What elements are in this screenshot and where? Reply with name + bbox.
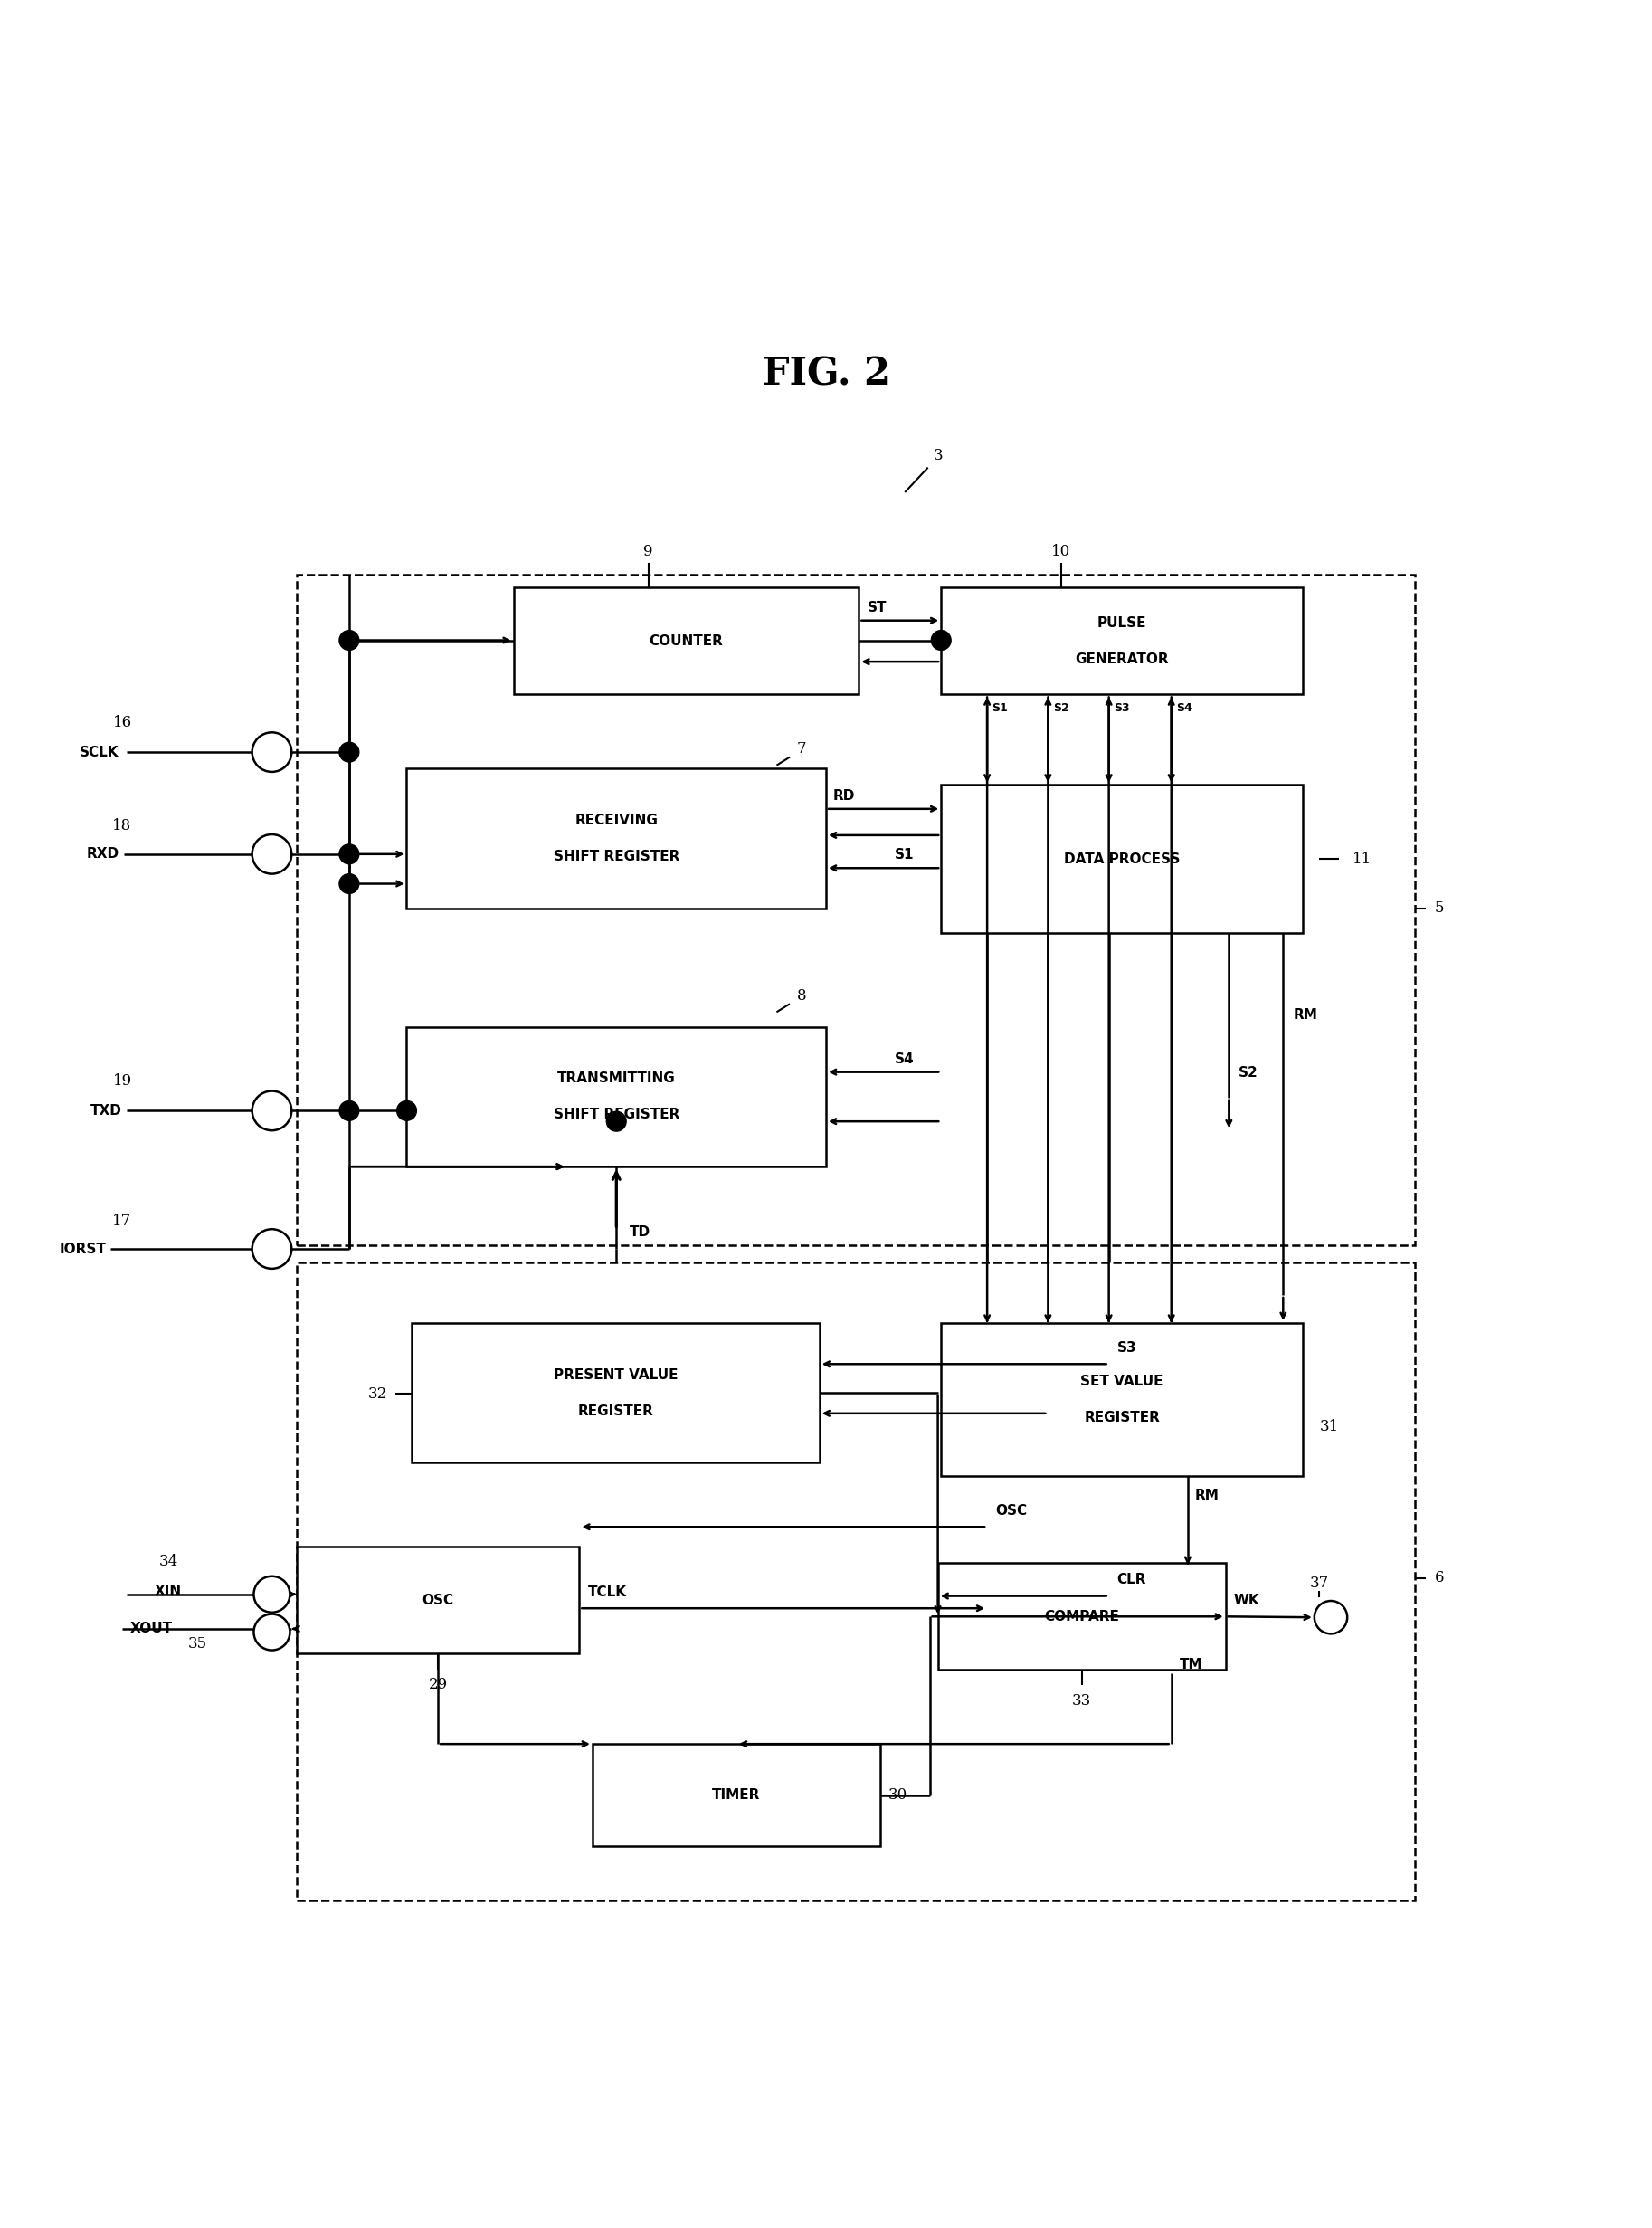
Text: COMPARE: COMPARE bbox=[1044, 1611, 1118, 1624]
Circle shape bbox=[339, 1101, 358, 1121]
Text: TRANSMITTING: TRANSMITTING bbox=[557, 1072, 676, 1085]
Text: 16: 16 bbox=[112, 715, 132, 731]
Text: 17: 17 bbox=[112, 1214, 132, 1228]
Circle shape bbox=[606, 1112, 626, 1132]
Bar bbox=[411, 1323, 819, 1464]
Text: PULSE: PULSE bbox=[1097, 617, 1146, 631]
Text: TD: TD bbox=[629, 1225, 651, 1239]
Circle shape bbox=[253, 1230, 291, 1268]
Bar bbox=[942, 1323, 1303, 1475]
Text: 8: 8 bbox=[796, 987, 806, 1003]
Text: 32: 32 bbox=[368, 1386, 387, 1401]
Text: S2: S2 bbox=[1052, 702, 1069, 713]
Text: 19: 19 bbox=[112, 1074, 132, 1089]
Text: 9: 9 bbox=[644, 544, 653, 559]
Text: S1: S1 bbox=[895, 849, 915, 862]
Text: CLR: CLR bbox=[1117, 1573, 1146, 1586]
Circle shape bbox=[253, 1092, 291, 1130]
Text: WK: WK bbox=[1234, 1593, 1260, 1606]
Bar bbox=[406, 1027, 826, 1167]
Text: TXD: TXD bbox=[89, 1103, 122, 1118]
Text: RM: RM bbox=[1194, 1488, 1219, 1502]
Text: OSC: OSC bbox=[996, 1504, 1028, 1517]
Text: SHIFT REGISTER: SHIFT REGISTER bbox=[553, 849, 679, 864]
Circle shape bbox=[339, 873, 358, 893]
Text: OSC: OSC bbox=[421, 1593, 454, 1606]
Circle shape bbox=[339, 742, 358, 762]
Text: 11: 11 bbox=[1353, 851, 1371, 867]
Text: 10: 10 bbox=[1052, 544, 1070, 559]
Text: 30: 30 bbox=[889, 1787, 907, 1802]
Text: 29: 29 bbox=[428, 1675, 448, 1691]
Text: PRESENT VALUE: PRESENT VALUE bbox=[553, 1368, 677, 1381]
Text: COUNTER: COUNTER bbox=[649, 635, 724, 648]
Bar bbox=[296, 1546, 580, 1653]
Circle shape bbox=[339, 844, 358, 864]
Bar bbox=[593, 1745, 881, 1847]
Text: 18: 18 bbox=[112, 818, 132, 833]
Text: IORST: IORST bbox=[59, 1241, 106, 1257]
Circle shape bbox=[253, 833, 291, 873]
Text: 37: 37 bbox=[1310, 1575, 1328, 1591]
Text: 31: 31 bbox=[1320, 1419, 1338, 1435]
Text: S4: S4 bbox=[1176, 702, 1193, 713]
Text: FIG. 2: FIG. 2 bbox=[762, 354, 890, 392]
Text: S3: S3 bbox=[1113, 702, 1130, 713]
Text: DATA PROCESS: DATA PROCESS bbox=[1064, 853, 1180, 867]
Text: RD: RD bbox=[833, 789, 854, 802]
Text: GENERATOR: GENERATOR bbox=[1075, 653, 1170, 666]
Text: S2: S2 bbox=[1239, 1065, 1259, 1081]
Bar bbox=[296, 575, 1414, 1245]
Bar bbox=[942, 588, 1303, 695]
Text: SHIFT REGISTER: SHIFT REGISTER bbox=[553, 1107, 679, 1121]
Circle shape bbox=[932, 631, 952, 651]
Text: XOUT: XOUT bbox=[131, 1622, 173, 1635]
Bar bbox=[296, 1261, 1414, 1900]
Text: RXD: RXD bbox=[86, 847, 119, 860]
Circle shape bbox=[254, 1575, 289, 1613]
Text: RM: RM bbox=[1294, 1009, 1317, 1023]
Text: 6: 6 bbox=[1434, 1571, 1444, 1586]
Text: 33: 33 bbox=[1072, 1693, 1092, 1709]
Text: TIMER: TIMER bbox=[712, 1789, 760, 1802]
Circle shape bbox=[396, 1101, 416, 1121]
Text: SCLK: SCLK bbox=[79, 746, 119, 760]
Circle shape bbox=[254, 1613, 289, 1651]
Text: REGISTER: REGISTER bbox=[578, 1404, 654, 1417]
Text: S4: S4 bbox=[895, 1052, 915, 1065]
Text: SET VALUE: SET VALUE bbox=[1080, 1375, 1163, 1388]
Text: RECEIVING: RECEIVING bbox=[575, 813, 657, 827]
Text: XIN: XIN bbox=[155, 1584, 182, 1597]
Text: ST: ST bbox=[867, 602, 887, 615]
Text: 5: 5 bbox=[1434, 900, 1444, 916]
Circle shape bbox=[339, 631, 358, 651]
Bar bbox=[514, 588, 859, 695]
Text: S3: S3 bbox=[1117, 1341, 1137, 1355]
Text: TCLK: TCLK bbox=[588, 1584, 626, 1600]
Text: REGISTER: REGISTER bbox=[1084, 1410, 1160, 1424]
Bar bbox=[938, 1564, 1226, 1671]
Circle shape bbox=[253, 733, 291, 771]
Text: 35: 35 bbox=[188, 1635, 208, 1651]
Text: 7: 7 bbox=[796, 742, 806, 758]
Text: TM: TM bbox=[1180, 1658, 1203, 1671]
Text: S1: S1 bbox=[993, 702, 1008, 713]
Circle shape bbox=[1315, 1602, 1348, 1633]
Text: 34: 34 bbox=[159, 1553, 178, 1569]
Bar bbox=[942, 784, 1303, 934]
Bar bbox=[406, 769, 826, 909]
Text: 3: 3 bbox=[933, 448, 943, 463]
